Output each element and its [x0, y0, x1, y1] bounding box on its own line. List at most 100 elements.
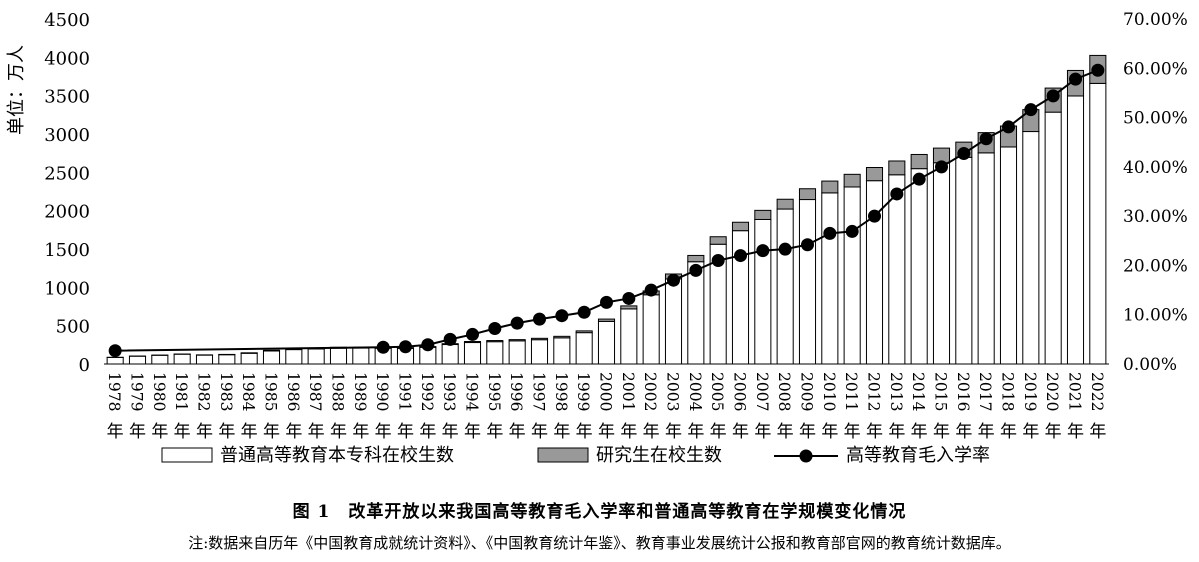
bar-undergrad: [1089, 82, 1107, 365]
rate-point: [1002, 120, 1015, 134]
x-tick-label-year: 1979: [128, 372, 146, 411]
bar-undergrad: [195, 354, 214, 365]
x-tick-label-year: 2012: [865, 372, 883, 411]
x-tick-label-suffix: 年: [911, 422, 928, 442]
y2-tick-label: 70.00%: [1123, 10, 1188, 30]
rate-point: [890, 187, 904, 201]
rate-point: [801, 238, 814, 252]
bar-graduate: [597, 318, 616, 322]
rate-point: [756, 244, 770, 258]
chart-area: 0 500 1000 1500 2000 2500 3000 3500 4000 4500 0.00…: [6, 10, 1188, 466]
rate-point: [488, 322, 502, 336]
y2-tick-label: 60.00%: [1123, 59, 1188, 79]
bar-undergrad: [865, 180, 884, 365]
x-tick-label-year: 1981: [172, 372, 190, 411]
bar-undergrad: [843, 186, 861, 365]
x-tick-label-suffix: 年: [241, 422, 258, 442]
figure-caption-note: 注:数据来自历年《中国教育成就统计资料》、《中国教育统计年鉴》、教育事业发展统计…: [188, 534, 1011, 552]
x-tick-label-suffix: 年: [285, 422, 302, 442]
x-tick-label-year: 2011: [842, 372, 860, 411]
x-tick-label-year: 2001: [619, 372, 637, 411]
rate-point: [689, 263, 703, 277]
x-tick-label-suffix: 年: [710, 422, 727, 442]
y-tick-label: 2500: [44, 163, 90, 184]
bar-graduate: [262, 349, 281, 352]
x-tick-label-suffix: 年: [375, 422, 392, 442]
bar-undergrad: [932, 162, 951, 365]
bar-undergrad: [955, 156, 973, 365]
rate-point: [644, 283, 658, 297]
rate-point: [1091, 63, 1105, 77]
x-tick-label-suffix: 年: [643, 422, 660, 442]
x-tick-label-suffix: 年: [464, 422, 481, 442]
bar-graduate: [754, 209, 772, 220]
bar-undergrad: [508, 340, 526, 365]
x-tick-label-suffix: 年: [888, 422, 905, 442]
x-tick-label-year: 1986: [284, 372, 302, 411]
x-tick-label-suffix: 年: [777, 422, 794, 442]
x-tick-label-year: 2014: [909, 372, 927, 412]
bar-undergrad: [329, 347, 348, 365]
x-tick-label-year: 2022: [1088, 372, 1106, 411]
y-tick-label: 4500: [44, 10, 90, 31]
bar-graduate: [910, 153, 928, 170]
y2-tick-label: 20.00%: [1123, 256, 1188, 276]
x-tick-label-year: 2009: [798, 372, 816, 411]
rate-point: [510, 316, 524, 330]
bar-undergrad: [597, 320, 616, 365]
x-tick-label-suffix: 年: [107, 422, 124, 442]
legend-swatch-undergrad: [161, 447, 213, 463]
x-tick-label-suffix: 年: [397, 422, 414, 442]
y2-tick-label: 0.00%: [1123, 355, 1177, 375]
bar-undergrad: [754, 218, 772, 365]
rate-point: [935, 160, 948, 174]
y-tick-label: 0: [79, 355, 90, 376]
x-tick-label-year: 2005: [708, 372, 726, 411]
x-tick-label-year: 2008: [775, 372, 793, 411]
x-tick-label-year: 1994: [463, 372, 481, 412]
x-tick-label-year: 2020: [1043, 372, 1061, 411]
x-tick-label-suffix: 年: [799, 422, 816, 442]
x-tick-label-suffix: 年: [129, 422, 146, 442]
x-tick-label-year: 2007: [753, 372, 771, 411]
bar-undergrad: [888, 174, 906, 365]
bar-undergrad: [798, 199, 817, 365]
rate-point: [778, 242, 792, 256]
x-tick-label-suffix: 年: [1000, 422, 1017, 442]
x-tick-label-suffix: 年: [419, 422, 436, 442]
bar-undergrad: [1066, 95, 1085, 365]
x-tick-label-suffix: 年: [1045, 422, 1062, 442]
rate-point: [1046, 89, 1060, 103]
y2-tick-label: 40.00%: [1123, 158, 1188, 178]
bar-graduate: [530, 337, 549, 341]
bar-undergrad: [821, 192, 839, 365]
x-tick-label-suffix: 年: [620, 422, 637, 442]
x-tick-label-suffix: 年: [687, 422, 704, 442]
rate-point: [376, 340, 390, 354]
rate-point: [108, 344, 122, 358]
x-tick-label-suffix: 年: [665, 422, 682, 442]
x-tick-label-suffix: 年: [732, 422, 749, 442]
bar-undergrad: [240, 352, 258, 365]
legend-label-graduate: 研究生在校生数: [596, 445, 722, 466]
x-tick-label-suffix: 年: [978, 422, 995, 442]
bar-undergrad: [486, 341, 504, 365]
x-tick-label-year: 2017: [976, 372, 994, 411]
x-tick-label-suffix: 年: [1022, 422, 1039, 442]
rate-point: [555, 309, 569, 323]
x-tick-label-suffix: 年: [866, 422, 883, 442]
x-tick-label-year: 1999: [574, 372, 592, 411]
bar-undergrad: [463, 342, 482, 365]
x-tick-label-year: 1990: [373, 372, 391, 411]
bar-undergrad: [530, 339, 549, 365]
x-tick-label-year: 1978: [105, 372, 123, 411]
bar-undergrad: [620, 308, 638, 365]
x-tick-label-year: 2019: [1021, 372, 1039, 411]
x-tick-label-year: 2004: [686, 372, 704, 412]
bar-graduate: [508, 339, 526, 342]
x-tick-label-year: 2015: [932, 372, 950, 411]
x-tick-label-year: 2000: [597, 372, 615, 411]
rate-point: [912, 172, 926, 186]
rate-point: [734, 249, 747, 263]
bar-undergrad: [575, 332, 593, 365]
